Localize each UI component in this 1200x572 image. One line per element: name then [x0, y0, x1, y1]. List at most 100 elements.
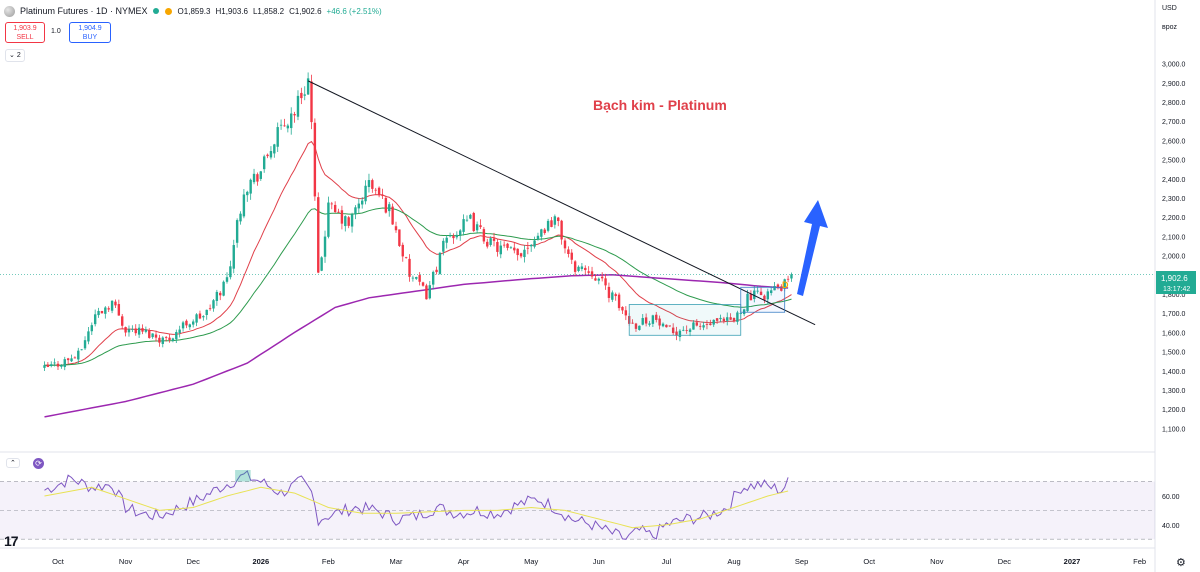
breakout-box[interactable]: [740, 286, 786, 313]
candle-body[interactable]: [780, 286, 783, 291]
candle-body[interactable]: [100, 310, 104, 314]
candle-body[interactable]: [252, 173, 256, 183]
rsi-collapse-button[interactable]: ⌃: [6, 458, 20, 468]
candle-body[interactable]: [232, 245, 235, 269]
quantity-value[interactable]: 1.0: [51, 28, 61, 35]
candle-body[interactable]: [736, 312, 739, 322]
candle-body[interactable]: [50, 364, 53, 367]
indicators-collapse-button[interactable]: ⌄ 2: [5, 49, 25, 62]
candle-body[interactable]: [523, 249, 526, 258]
candle-body[interactable]: [773, 285, 776, 291]
candle-body[interactable]: [486, 241, 489, 247]
candle-body[interactable]: [759, 291, 763, 296]
candle-body[interactable]: [594, 278, 597, 281]
candle-body[interactable]: [769, 290, 773, 294]
candle-body[interactable]: [141, 328, 144, 332]
settings-gear-icon[interactable]: ⚙: [1176, 557, 1186, 569]
candle-body[interactable]: [168, 337, 171, 341]
candle-body[interactable]: [90, 325, 93, 332]
candle-body[interactable]: [269, 151, 273, 158]
candle-body[interactable]: [148, 330, 151, 338]
candle-body[interactable]: [519, 253, 523, 257]
candle-body[interactable]: [526, 247, 530, 249]
candle-body[interactable]: [455, 234, 459, 238]
candle-body[interactable]: [178, 329, 181, 334]
candle-body[interactable]: [442, 240, 445, 252]
candle-body[interactable]: [496, 241, 499, 252]
candle-body[interactable]: [97, 310, 100, 316]
symbol-title[interactable]: Platinum Futures · 1D · NYMEX: [20, 6, 148, 16]
candle-body[interactable]: [374, 189, 377, 191]
candle-body[interactable]: [286, 125, 290, 129]
candle-body[interactable]: [726, 317, 729, 321]
candle-body[interactable]: [709, 323, 712, 326]
candle-body[interactable]: [597, 278, 600, 281]
sell-button[interactable]: 1,903.9 SELL: [5, 22, 45, 43]
candle-body[interactable]: [536, 235, 540, 240]
candle-body[interactable]: [604, 278, 607, 286]
candle-body[interactable]: [415, 277, 418, 279]
candle-body[interactable]: [766, 291, 769, 300]
candle-body[interactable]: [208, 308, 212, 310]
candle-body[interactable]: [509, 247, 513, 249]
candle-body[interactable]: [540, 229, 543, 237]
candle-body[interactable]: [404, 257, 408, 259]
candle-body[interactable]: [482, 229, 486, 242]
candle-body[interactable]: [117, 304, 121, 316]
candle-body[interactable]: [293, 114, 296, 116]
candle-body[interactable]: [110, 300, 114, 311]
candle-body[interactable]: [333, 204, 337, 213]
candle-body[interactable]: [344, 216, 347, 227]
candle-body[interactable]: [164, 337, 168, 339]
candle-body[interactable]: [327, 202, 330, 237]
candle-body[interactable]: [313, 122, 317, 197]
candle-body[interactable]: [259, 171, 262, 179]
candle-body[interactable]: [499, 245, 502, 255]
candle-body[interactable]: [388, 204, 391, 212]
candle-body[interactable]: [428, 285, 431, 299]
candle-body[interactable]: [763, 295, 766, 300]
candle-body[interactable]: [371, 180, 374, 189]
candle-body[interactable]: [688, 329, 692, 332]
candle-body[interactable]: [377, 187, 381, 196]
candle-body[interactable]: [651, 315, 655, 324]
candle-body[interactable]: [776, 284, 780, 288]
candle-body[interactable]: [350, 214, 354, 227]
candle-body[interactable]: [617, 294, 621, 309]
candle-body[interactable]: [489, 238, 492, 245]
candle-body[interactable]: [600, 276, 604, 279]
candle-body[interactable]: [492, 238, 496, 241]
rsi-indicator-icon[interactable]: ⟳: [33, 458, 44, 469]
candle-body[interactable]: [590, 271, 594, 277]
candle-body[interactable]: [587, 271, 590, 273]
candle-body[interactable]: [465, 219, 469, 221]
candle-body[interactable]: [418, 275, 421, 282]
candle-body[interactable]: [266, 154, 269, 157]
candle-body[interactable]: [323, 236, 327, 257]
candle-body[interactable]: [46, 364, 50, 367]
candle-body[interactable]: [347, 217, 350, 226]
candle-body[interactable]: [756, 290, 759, 292]
candle-body[interactable]: [401, 244, 404, 257]
candle-body[interactable]: [445, 237, 448, 243]
candle-body[interactable]: [124, 327, 127, 333]
candle-body[interactable]: [573, 261, 577, 272]
candle-body[interactable]: [530, 244, 533, 247]
candle-body[interactable]: [502, 244, 506, 246]
candle-body[interactable]: [107, 308, 110, 310]
candle-body[interactable]: [438, 252, 442, 274]
candle-body[interactable]: [742, 309, 746, 315]
candle-body[interactable]: [431, 271, 435, 285]
candle-body[interactable]: [479, 225, 482, 228]
candle-body[interactable]: [367, 180, 371, 188]
candle-body[interactable]: [715, 318, 719, 321]
candle-body[interactable]: [678, 330, 682, 338]
candle-body[interactable]: [185, 320, 188, 326]
candle-body[interactable]: [391, 206, 394, 225]
candle-body[interactable]: [699, 325, 702, 327]
candle-body[interactable]: [104, 307, 107, 314]
candle-body[interactable]: [682, 329, 685, 331]
candle-body[interactable]: [624, 310, 628, 316]
candle-body[interactable]: [306, 78, 310, 95]
candle-body[interactable]: [513, 247, 516, 251]
